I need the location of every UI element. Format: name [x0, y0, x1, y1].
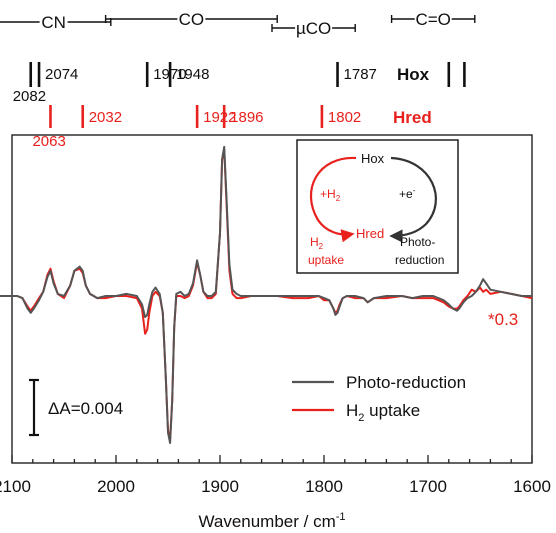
legend: Photo-reduction H2 uptake [292, 373, 466, 424]
region-bracket-label: CO [179, 10, 205, 29]
hred-label: 1922 [203, 109, 236, 126]
x-tick-label: 2100 [0, 477, 31, 496]
inset-scheme: Hox +H2 +e- Hred H2 uptake Photo- reduct… [296, 139, 459, 274]
hox-label: 2082 [13, 88, 46, 105]
scale-bar-label: ΔA=0.004 [48, 399, 123, 418]
inset-photo-line2: reduction [395, 253, 444, 267]
region-bracket-cn: CN [0, 13, 112, 32]
x-tick-label: 2000 [97, 477, 135, 496]
legend-label-h2: H2 uptake [346, 401, 420, 424]
legend-label-photo: Photo-reduction [346, 373, 466, 392]
region-bracket-c=o: C=O [390, 10, 476, 29]
x-tick-label: 1700 [409, 477, 447, 496]
inset-frame [296, 139, 459, 274]
hred-row-label: Hred [393, 108, 432, 127]
photoreduction-cycle-arrow [389, 156, 437, 243]
x-axis-label: Wavenumber / cm-1 [198, 511, 345, 531]
region-bracket-label: µCO [296, 19, 331, 38]
hred-label: 1896 [230, 109, 263, 126]
scale-bar: ΔA=0.004 [29, 378, 123, 437]
region-brackets: CN CO µCO C=O [0, 10, 476, 38]
hox-label: 1948 [176, 66, 209, 83]
hox-label: 1787 [344, 66, 377, 83]
x-axis: 2100 2000 1900 1800 1700 1600 [0, 455, 551, 496]
hred-label: 2032 [89, 109, 122, 126]
hred-label: 2063 [32, 133, 65, 150]
h2-cycle-arrow [309, 156, 357, 243]
region-bracket-label: C=O [415, 10, 450, 29]
inset-h2-add-label: +H2 [320, 187, 341, 203]
spectra-series [0, 145, 533, 444]
inset-electron-label: +e- [399, 186, 416, 201]
inset-uptake-line2: uptake [308, 253, 344, 267]
series-line-photo-reduction [0, 145, 532, 444]
hred-label: 1802 [328, 109, 361, 126]
region-bracket-co: µCO [271, 19, 356, 38]
scaling-note: *0.3 [488, 310, 518, 329]
inset-hred-label: Hred [356, 226, 384, 241]
hox-row-label: Hox [397, 65, 430, 84]
x-tick-label: 1600 [513, 477, 551, 496]
plot-frame [11, 134, 533, 464]
inset-hox-label: Hox [361, 151, 385, 166]
region-bracket-label: CN [41, 13, 66, 32]
hox-label: 1970 [153, 66, 186, 83]
hox-label: 2074 [45, 66, 78, 83]
inset-uptake-line1: H2 [310, 235, 324, 251]
inset-photo-line1: Photo- [400, 235, 435, 249]
x-tick-label: 1900 [201, 477, 239, 496]
x-tick-label: 1800 [305, 477, 343, 496]
region-bracket-co: CO [104, 10, 278, 29]
